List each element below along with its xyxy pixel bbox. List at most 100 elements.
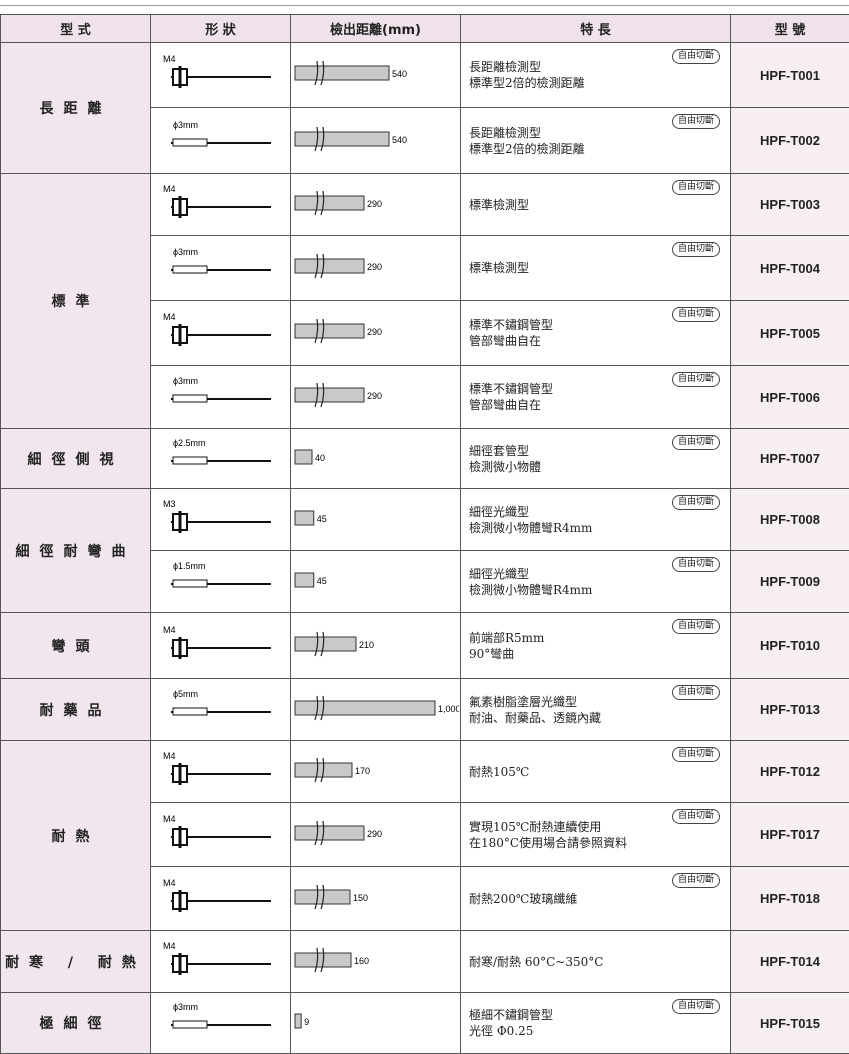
bar <box>295 701 435 715</box>
feature-text: 標準型2倍的檢測距離 <box>469 141 730 157</box>
distance-label: 45 <box>317 576 327 586</box>
distance-label: 40 <box>315 453 325 463</box>
feature-cell: 耐熱200℃玻璃纖維自由切斷 <box>461 867 731 931</box>
shape-label: ϕ2.5mm <box>173 438 206 448</box>
badge: 自由切斷 <box>672 307 720 322</box>
distance-cell: 170 <box>291 741 461 803</box>
shape-icon: M4 <box>151 750 289 790</box>
shape-label: ϕ3mm <box>173 376 198 386</box>
tube <box>173 139 207 146</box>
badge: 自由切斷 <box>672 999 720 1014</box>
model-cell: HPF-T002 <box>731 108 849 174</box>
shape-label: ϕ3mm <box>173 120 198 130</box>
distance-cell: 45 <box>291 489 461 551</box>
distance-label: 150 <box>353 893 368 903</box>
shape-label: M4 <box>163 184 176 194</box>
distance-label: 290 <box>367 327 382 337</box>
tube <box>173 708 207 715</box>
shape-icon: M4 <box>151 813 289 853</box>
bar <box>295 637 356 651</box>
shape-icon: M4 <box>151 53 289 93</box>
distance-bar: 45 <box>291 560 459 600</box>
feature-text: 標準檢測型 <box>469 260 730 276</box>
bar <box>295 511 314 525</box>
model-cell: HPF-T007 <box>731 429 849 489</box>
shape-icon: ϕ3mm <box>151 1001 289 1041</box>
model-cell: HPF-T009 <box>731 551 849 613</box>
distance-bar: 45 <box>291 498 459 538</box>
feature-text: 耐熱200℃玻璃纖維 <box>469 891 730 907</box>
distance-label: 160 <box>354 956 369 966</box>
distance-label: 9 <box>304 1017 309 1027</box>
distance-bar: 290 <box>291 375 459 415</box>
header-row: 型 式形 狀檢出距離(mm)特 長型 號 <box>1 15 849 43</box>
shape-cell: M4 <box>151 174 291 236</box>
distance-cell: 290 <box>291 174 461 236</box>
feature-text: 90°彎曲 <box>469 646 730 662</box>
shape-label: M4 <box>163 941 176 951</box>
model-cell: HPF-T012 <box>731 741 849 803</box>
distance-bar: 290 <box>291 813 459 853</box>
bar <box>295 573 314 587</box>
shape-icon: M3 <box>151 498 289 538</box>
feature-cell: 標準不鏽鋼管型管部彎曲自在自由切斷 <box>461 366 731 429</box>
shape-label: M3 <box>163 499 176 509</box>
shape-cell: M4 <box>151 613 291 679</box>
feature-text: 標準型2倍的檢測距離 <box>469 75 730 91</box>
shape-label: M4 <box>163 878 176 888</box>
shape-cell: M4 <box>151 867 291 931</box>
tube <box>173 395 207 402</box>
distance-label: 290 <box>367 391 382 401</box>
distance-cell: 540 <box>291 43 461 108</box>
tube <box>173 457 207 464</box>
distance-cell: 540 <box>291 108 461 174</box>
shape-label: ϕ5mm <box>173 689 198 699</box>
type-cell: 細徑側視 <box>1 429 151 489</box>
badge: 自由切斷 <box>672 557 720 572</box>
badge: 自由切斷 <box>672 372 720 387</box>
type-cell: 彎頭 <box>1 613 151 679</box>
distance-bar: 9 <box>291 1001 459 1041</box>
type-cell: 極細徑 <box>1 993 151 1054</box>
distance-bar: 290 <box>291 246 459 286</box>
type-cell: 耐寒 / 耐熱 <box>1 931 151 993</box>
distance-cell: 290 <box>291 803 461 867</box>
distance-cell: 1,000 <box>291 679 461 741</box>
feature-text: 耐熱105℃ <box>469 764 730 780</box>
bar <box>295 450 312 464</box>
tube <box>173 1021 207 1028</box>
feature-cell: 細徑套管型檢測微小物體自由切斷 <box>461 429 731 489</box>
model-cell: HPF-T005 <box>731 301 849 366</box>
model-cell: HPF-T015 <box>731 993 849 1054</box>
distance-cell: 9 <box>291 993 461 1054</box>
distance-bar: 290 <box>291 183 459 223</box>
distance-bar: 170 <box>291 750 459 790</box>
shape-icon: M4 <box>151 311 289 351</box>
distance-label: 290 <box>367 829 382 839</box>
bar <box>295 132 389 146</box>
distance-cell: 45 <box>291 551 461 613</box>
model-cell: HPF-T010 <box>731 613 849 679</box>
bar <box>295 826 364 840</box>
shape-cell: M4 <box>151 741 291 803</box>
feature-cell: 氟素樹脂塗層光纖型耐油、耐藥品、透鏡內藏自由切斷 <box>461 679 731 741</box>
column-header: 形 狀 <box>151 15 291 43</box>
distance-bar: 150 <box>291 877 459 917</box>
shape-icon: ϕ2.5mm <box>151 437 289 477</box>
distance-bar: 290 <box>291 311 459 351</box>
badge: 自由切斷 <box>672 180 720 195</box>
shape-label: M4 <box>163 625 176 635</box>
shape-icon: ϕ1.5mm <box>151 560 289 600</box>
distance-label: 540 <box>392 135 407 145</box>
distance-label: 170 <box>355 766 370 776</box>
